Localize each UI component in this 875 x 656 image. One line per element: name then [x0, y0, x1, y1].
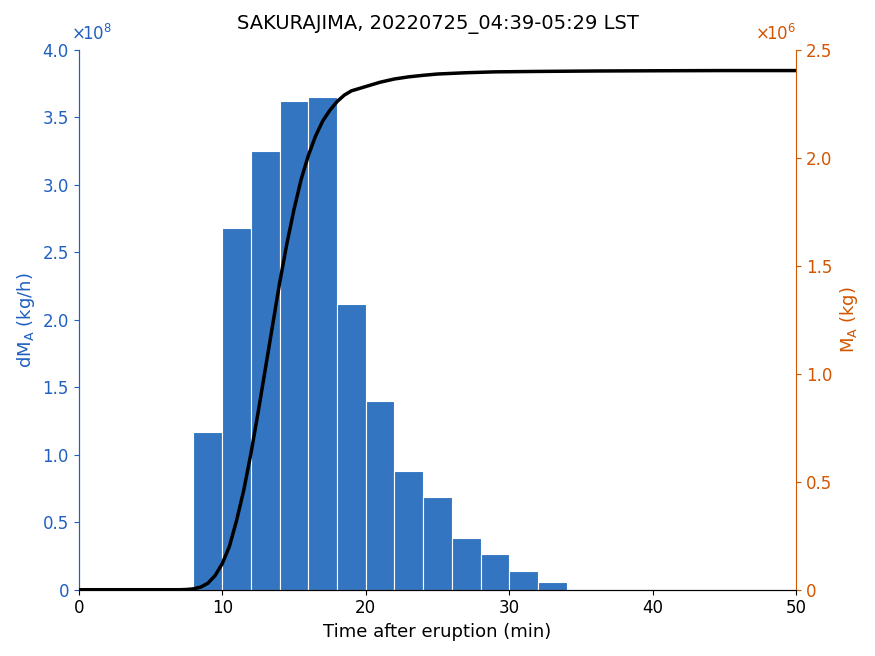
Text: $\times\!10^8$: $\times\!10^8$ [72, 24, 113, 45]
Bar [366, 401, 395, 590]
Y-axis label: $\mathrm{M_A}$ (kg): $\mathrm{M_A}$ (kg) [838, 286, 860, 353]
Title: SAKURAJIMA, 20220725_04:39-05:29 LST: SAKURAJIMA, 20220725_04:39-05:29 LST [236, 15, 639, 34]
Bar [280, 101, 308, 590]
Bar [337, 304, 366, 590]
Bar [395, 471, 424, 590]
Bar [452, 539, 480, 590]
Bar [538, 583, 567, 590]
Bar [251, 151, 280, 590]
Bar [222, 228, 251, 590]
Bar [480, 554, 509, 590]
Text: $\times\!10^6$: $\times\!10^6$ [755, 24, 796, 45]
Bar [308, 97, 337, 590]
Bar [193, 432, 222, 590]
Bar [424, 497, 452, 590]
Y-axis label: $\mathrm{dM_A}$ (kg/h): $\mathrm{dM_A}$ (kg/h) [15, 272, 37, 367]
X-axis label: Time after eruption (min): Time after eruption (min) [324, 623, 551, 641]
Bar [509, 571, 538, 590]
